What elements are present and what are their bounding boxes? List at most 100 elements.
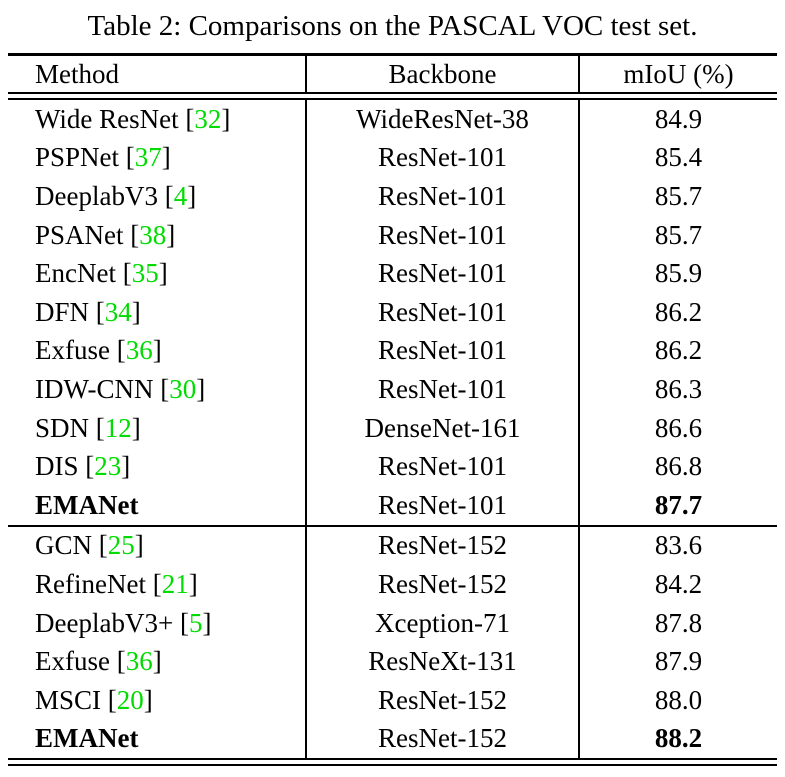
citation-number: 34 xyxy=(104,296,132,327)
method-name: PSANet xyxy=(35,219,124,250)
method-name: DFN xyxy=(35,296,90,327)
backbone-cell: ResNet-101 xyxy=(305,485,578,525)
section-divider-rule xyxy=(8,524,777,527)
method-name: DIS xyxy=(35,451,79,482)
table-row: GCN [25] ResNet-152 83.6 xyxy=(8,526,777,566)
citation-open-bracket: [ xyxy=(101,684,117,715)
table-caption: Table 2: Comparisons on the PASCAL VOC t… xyxy=(87,10,698,42)
table-row: DFN [34] ResNet-101 86.2 xyxy=(8,292,777,332)
comparison-table: Method Backbone mIoU (%) Wide ResNet [32… xyxy=(8,53,777,767)
bottom-double-rule xyxy=(8,758,777,767)
method-name: DeeplabV3 xyxy=(35,180,158,211)
method-name: EncNet xyxy=(35,258,116,289)
citation-number: 4 xyxy=(173,180,188,211)
citation-open-bracket: [ xyxy=(89,412,105,443)
citation-close-bracket: ] xyxy=(143,684,153,715)
backbone-cell: ResNet-101 xyxy=(305,331,578,371)
miou-cell: 85.7 xyxy=(578,215,777,255)
method-name: MSCI xyxy=(35,684,102,715)
miou-cell: 84.2 xyxy=(578,565,777,604)
method-cell: Exfuse [36] xyxy=(8,642,305,681)
method-cell: MSCI [20] xyxy=(8,681,305,720)
miou-cell: 86.2 xyxy=(578,331,777,371)
method-name: Exfuse xyxy=(35,646,110,677)
table-row: Wide ResNet [32] WideResNet-38 84.9 xyxy=(8,100,777,139)
citation-number: 5 xyxy=(188,607,203,638)
table-row: EMANet ResNet-152 88.2 xyxy=(8,719,777,759)
citation-open-bracket: [ xyxy=(78,451,95,482)
miou-cell: 86.2 xyxy=(578,292,777,332)
method-cell: PSANet [38] xyxy=(8,216,305,255)
col-header-backbone: Backbone xyxy=(305,56,578,92)
citation-open-bracket: [ xyxy=(119,142,135,173)
backbone-cell: ResNet-152 xyxy=(305,526,578,566)
method-name: RefineNet xyxy=(35,568,146,599)
miou-cell: 85.7 xyxy=(578,177,777,216)
table-row: Exfuse [36] ResNet-101 86.2 xyxy=(8,331,777,371)
method-cell: EMANet xyxy=(8,720,305,759)
backbone-cell: ResNet-101 xyxy=(305,177,578,216)
miou-cell: 86.8 xyxy=(578,447,777,486)
header-double-rule xyxy=(8,92,777,100)
citation-number: 36 xyxy=(125,335,153,366)
citation-number: 12 xyxy=(104,412,132,443)
citation-open-bracket: [ xyxy=(178,103,195,134)
table-row: PSANet [38] ResNet-101 85.7 xyxy=(8,215,777,255)
miou-cell: 87.8 xyxy=(578,603,777,643)
citation-number: 30 xyxy=(169,373,197,404)
citation-close-bracket: ] xyxy=(202,607,212,638)
citation-open-bracket: [ xyxy=(89,296,105,327)
citation-number: 23 xyxy=(94,451,122,482)
method-name: EMANet xyxy=(35,723,139,754)
citation-open-bracket: [ xyxy=(123,219,140,250)
method-cell: Exfuse [36] xyxy=(8,332,305,371)
method-cell: GCN [25] xyxy=(8,527,305,566)
miou-cell: 83.6 xyxy=(578,526,777,566)
col-header-method: Method xyxy=(35,58,119,89)
table-body-bottom: GCN [25] ResNet-152 83.6 RefineNet [21] ResN… xyxy=(8,526,777,759)
citation-number: 32 xyxy=(194,103,222,134)
method-name: EMANet xyxy=(35,489,139,520)
citation-open-bracket: [ xyxy=(153,373,170,404)
backbone-cell: ResNet-101 xyxy=(305,254,578,293)
citation-close-bracket: ] xyxy=(166,219,176,250)
backbone-cell: ResNeXt-131 xyxy=(305,642,578,681)
method-cell: SDN [12] xyxy=(8,409,305,448)
backbone-cell: ResNet-101 xyxy=(305,447,578,486)
citation-open-bracket: [ xyxy=(173,607,189,638)
citation-close-bracket: ] xyxy=(188,568,198,599)
miou-cell: 88.2 xyxy=(578,719,777,759)
backbone-cell: ResNet-101 xyxy=(305,370,578,409)
miou-cell: 85.9 xyxy=(578,254,777,293)
citation-close-bracket: ] xyxy=(121,451,131,482)
citation-open-bracket: [ xyxy=(115,258,132,289)
method-cell: RefineNet [21] xyxy=(8,565,305,604)
citation-number: 20 xyxy=(116,684,144,715)
backbone-cell: ResNet-152 xyxy=(305,719,578,759)
method-cell: EncNet [35] xyxy=(8,254,305,293)
backbone-cell: ResNet-101 xyxy=(305,138,578,178)
table-row: IDW-CNN [30] ResNet-101 86.3 xyxy=(8,370,777,409)
method-name: DeeplabV3+ xyxy=(35,607,174,638)
method-cell: EMANet xyxy=(8,486,305,525)
miou-cell: 84.9 xyxy=(578,100,777,139)
citation-open-bracket: [ xyxy=(145,568,162,599)
citation-open-bracket: [ xyxy=(92,530,108,561)
method-name: IDW-CNN xyxy=(35,373,154,404)
table-row: RefineNet [21] ResNet-152 84.2 xyxy=(8,565,777,604)
citation-open-bracket: [ xyxy=(157,180,174,211)
backbone-cell: Xception-71 xyxy=(305,603,578,643)
backbone-cell: ResNet-152 xyxy=(305,680,578,720)
citation-number: 36 xyxy=(125,646,153,677)
method-cell: DeeplabV3 [4] xyxy=(8,177,305,216)
table-row: DIS [23] ResNet-101 86.8 xyxy=(8,447,777,486)
citation-close-bracket: ] xyxy=(131,412,141,443)
citation-number: 21 xyxy=(161,568,189,599)
table-row: DeeplabV3 [4] ResNet-101 85.7 xyxy=(8,177,777,216)
table-row: Exfuse [36] ResNeXt-131 87.9 xyxy=(8,642,777,681)
col-header-miou: mIoU (%) xyxy=(578,56,777,92)
method-name: SDN xyxy=(35,412,90,443)
backbone-cell: WideResNet-38 xyxy=(305,100,578,139)
top-rule xyxy=(8,53,777,56)
table-row: DeeplabV3+ [5] Xception-71 87.8 xyxy=(8,603,777,643)
